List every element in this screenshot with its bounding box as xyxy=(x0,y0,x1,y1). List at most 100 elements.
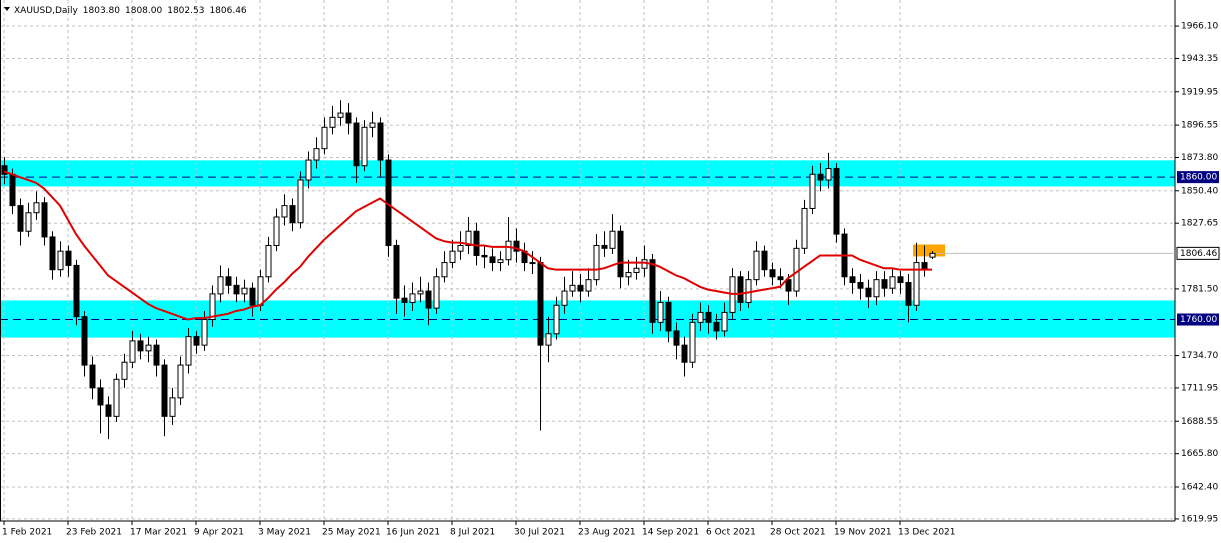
candle-body xyxy=(793,247,800,292)
candle-body xyxy=(761,250,768,271)
candle-body xyxy=(89,364,96,389)
candle-body xyxy=(713,321,720,332)
candle-body xyxy=(825,168,832,181)
candle-body xyxy=(721,311,728,332)
candle-body xyxy=(41,202,48,238)
candle-body xyxy=(617,230,624,278)
y-tick-label: 1665.80 xyxy=(1181,449,1218,459)
candle-body xyxy=(209,293,216,321)
candle-body xyxy=(241,287,248,295)
moving-average xyxy=(3,170,932,321)
candle-body xyxy=(193,336,200,346)
candle-body xyxy=(809,173,816,209)
x-tick-label: 19 Nov 2021 xyxy=(834,528,892,538)
y-tick-label: 1619.95 xyxy=(1181,514,1218,524)
candle-body xyxy=(921,262,928,271)
bid-label: 1806.46 xyxy=(1180,249,1217,259)
candle-body xyxy=(449,250,456,264)
candle-body xyxy=(561,290,568,306)
candle-body xyxy=(273,216,280,246)
candle-body xyxy=(137,340,144,352)
candle-body xyxy=(401,297,408,303)
y-tick-label: 1688.55 xyxy=(1181,417,1218,427)
x-tick-label: 23 Feb 2021 xyxy=(66,528,122,538)
candle-body xyxy=(769,269,776,278)
candle-body xyxy=(113,378,120,417)
candle-body xyxy=(913,262,920,306)
candle-body xyxy=(537,262,544,346)
candle-body xyxy=(681,344,688,363)
candle-body xyxy=(497,259,504,264)
candle-body xyxy=(201,319,208,346)
candle-body xyxy=(257,276,264,306)
x-tick-label: 16 Jun 2021 xyxy=(386,528,440,538)
x-tick-label: 25 May 2021 xyxy=(322,528,381,538)
candle-body xyxy=(33,202,40,214)
y-tick-label: 1943.35 xyxy=(1181,54,1218,64)
candle-body xyxy=(889,276,896,289)
candle-body xyxy=(393,244,400,299)
candle-body xyxy=(25,212,32,232)
candle-body xyxy=(345,112,352,124)
candle-body xyxy=(577,284,584,292)
candle-body xyxy=(65,250,72,266)
candle-body xyxy=(369,122,376,128)
candle-body xyxy=(169,397,176,417)
candle-body xyxy=(105,404,112,417)
symbol: XAUUSD,Daily xyxy=(14,6,78,16)
candle-body xyxy=(361,126,368,167)
candle-body xyxy=(425,290,432,309)
candle-body xyxy=(657,301,664,323)
candle-body xyxy=(329,116,336,128)
header-arrow xyxy=(4,7,10,11)
candle-body xyxy=(9,173,16,207)
candle-body xyxy=(569,284,576,292)
candle-body xyxy=(505,240,512,261)
candle-body xyxy=(753,250,760,281)
candle-body xyxy=(337,112,344,118)
y-tick-label: 1896.55 xyxy=(1181,121,1218,131)
candle-body xyxy=(153,344,160,366)
candle-body xyxy=(49,236,56,271)
y-tick-label: 1966.10 xyxy=(1181,22,1218,32)
x-tick-label: 30 Jul 2021 xyxy=(514,528,565,538)
candle-body xyxy=(601,244,608,249)
header-value: 1802.53 xyxy=(167,6,204,16)
candle-body xyxy=(321,126,328,150)
level-label-box xyxy=(1177,313,1219,326)
candle-body xyxy=(313,148,320,161)
candle-body xyxy=(145,344,152,352)
candle-body xyxy=(81,316,88,366)
header-value: 1806.46 xyxy=(209,6,246,16)
candle-body xyxy=(905,281,912,306)
header: XAUUSD,Daily 1803.80 1808.00 1802.53 1806.46 xyxy=(14,6,247,16)
candle-body xyxy=(897,276,904,283)
level-label: 1760.00 xyxy=(1180,315,1217,325)
candle-body xyxy=(489,256,496,264)
candle-body xyxy=(73,264,80,318)
candle-body xyxy=(17,205,24,232)
candle-body xyxy=(473,230,480,256)
level-label: 1860.00 xyxy=(1180,173,1217,183)
x-tick-label: 1 Feb 2021 xyxy=(2,528,52,538)
candle-body xyxy=(689,321,696,363)
candle-body xyxy=(649,259,656,323)
header-value: 1808.00 xyxy=(125,6,162,16)
candle-body xyxy=(417,290,424,295)
candle-body xyxy=(57,250,64,271)
candle-body xyxy=(265,244,272,278)
candle-body xyxy=(281,205,288,218)
x-tick-label: 9 Apr 2021 xyxy=(194,528,244,538)
candle-body xyxy=(1,165,8,175)
candle-body xyxy=(737,276,744,303)
y-tick-label: 1642.40 xyxy=(1181,482,1218,492)
candle-body xyxy=(817,173,824,181)
candle-body xyxy=(529,262,536,265)
candle-body xyxy=(705,311,712,323)
candle-body xyxy=(833,168,840,235)
candle-body xyxy=(633,267,640,274)
x-tick-label: 6 Oct 2021 xyxy=(706,528,756,538)
candle-body xyxy=(289,205,296,224)
